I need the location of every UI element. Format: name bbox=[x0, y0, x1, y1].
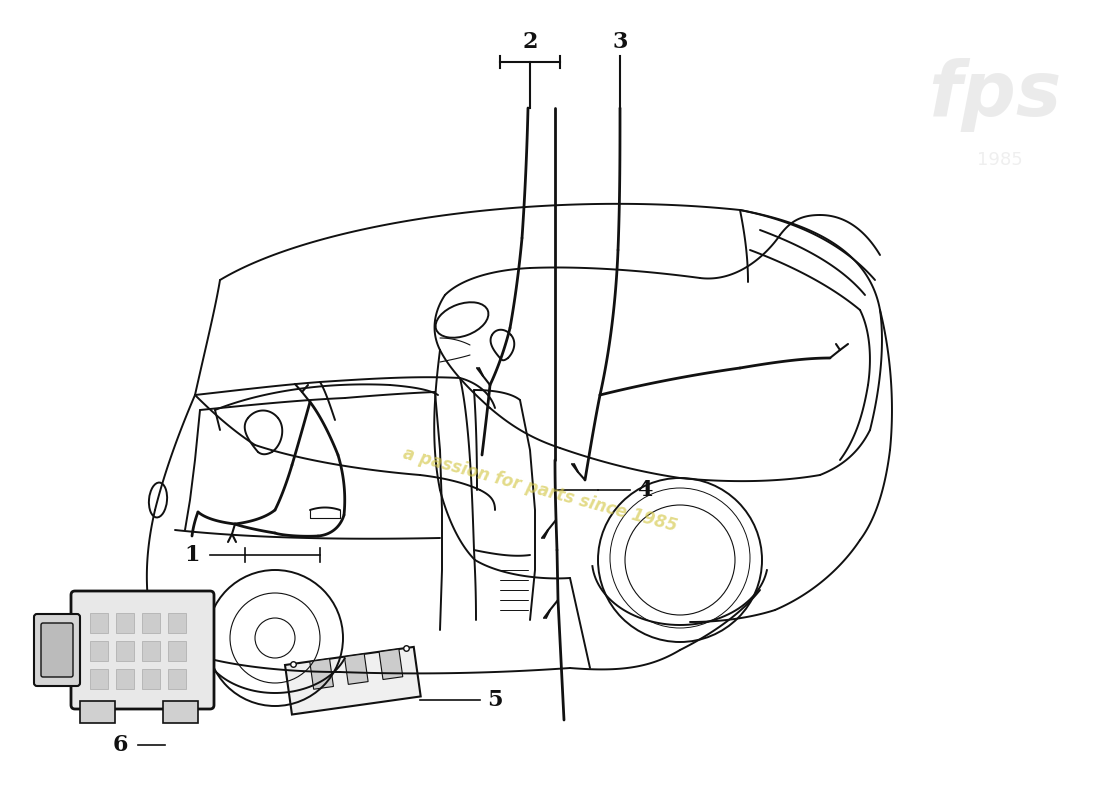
FancyBboxPatch shape bbox=[41, 623, 73, 677]
Bar bbox=[168, 641, 186, 661]
Bar bbox=[163, 701, 198, 723]
Polygon shape bbox=[310, 658, 333, 690]
Text: 1985: 1985 bbox=[977, 151, 1023, 169]
Bar bbox=[90, 641, 108, 661]
Text: 3: 3 bbox=[613, 31, 628, 53]
Bar bbox=[116, 641, 134, 661]
Text: fps: fps bbox=[928, 58, 1062, 132]
Bar bbox=[142, 669, 160, 689]
Bar bbox=[116, 613, 134, 633]
Bar bbox=[80, 701, 116, 723]
Polygon shape bbox=[285, 647, 420, 714]
Text: 5: 5 bbox=[487, 689, 503, 711]
Text: 4: 4 bbox=[637, 479, 652, 501]
Bar bbox=[168, 669, 186, 689]
Text: 6: 6 bbox=[112, 734, 128, 756]
FancyBboxPatch shape bbox=[34, 614, 80, 686]
Polygon shape bbox=[344, 654, 369, 684]
Text: a passion for parts since 1985: a passion for parts since 1985 bbox=[400, 445, 679, 535]
Bar bbox=[142, 641, 160, 661]
FancyBboxPatch shape bbox=[72, 591, 214, 709]
Bar bbox=[142, 613, 160, 633]
Bar bbox=[90, 669, 108, 689]
Text: 2: 2 bbox=[522, 31, 538, 53]
Polygon shape bbox=[379, 649, 403, 679]
Text: 1: 1 bbox=[185, 544, 200, 566]
Bar bbox=[168, 613, 186, 633]
Bar bbox=[90, 613, 108, 633]
Bar bbox=[116, 669, 134, 689]
